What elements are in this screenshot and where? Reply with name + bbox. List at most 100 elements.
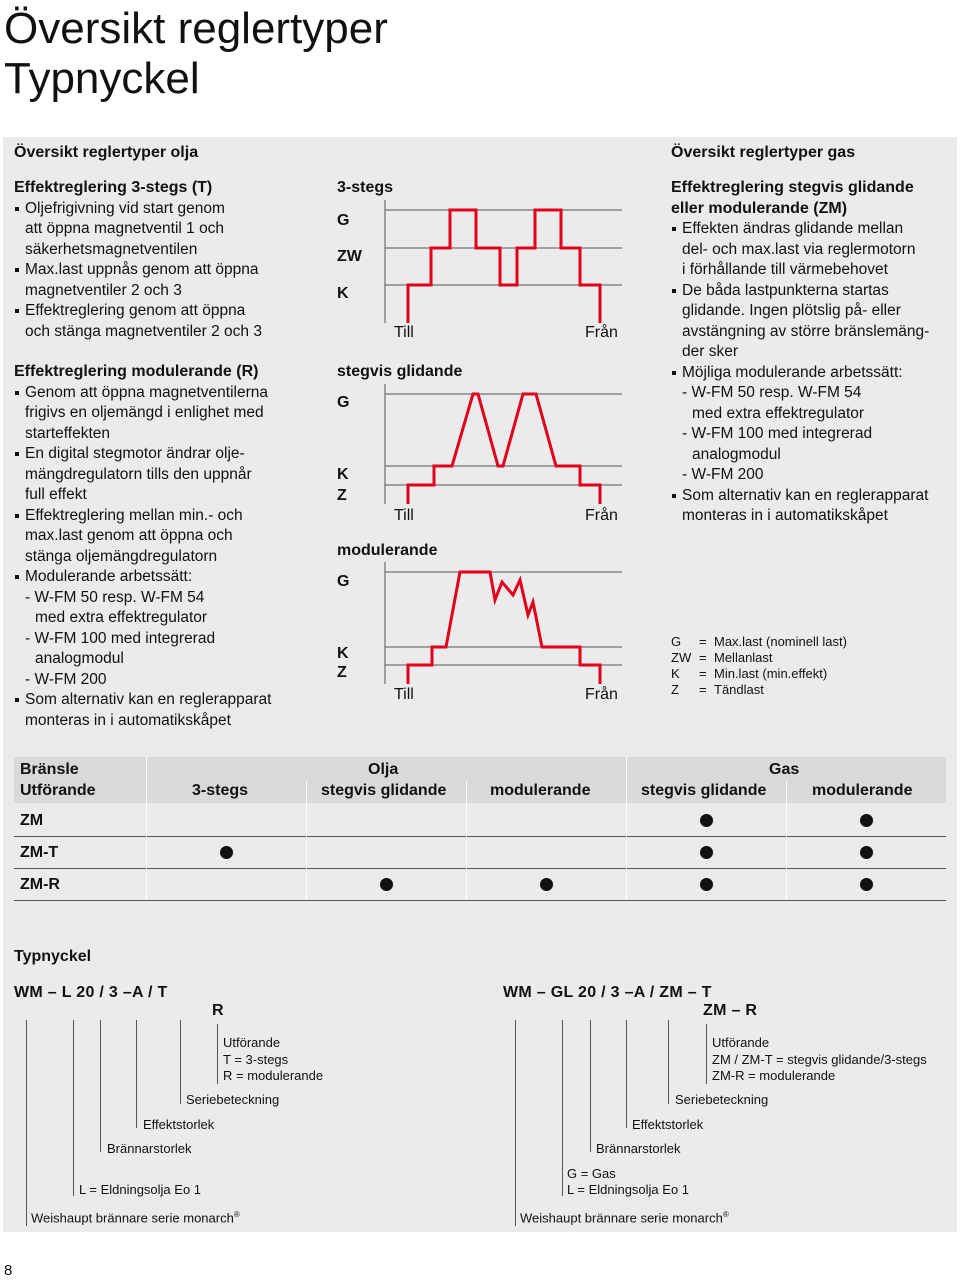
oil-section2-title: Effektreglering modulerande (R) <box>14 363 259 380</box>
gas-list: Effekten ändras glidande mellan del- och … <box>671 219 951 527</box>
legend-value: Mellanlast <box>714 650 773 665</box>
text-line: Modulerande arbetssätt: <box>14 567 324 588</box>
text-line: max.last genom att öppna och <box>25 527 233 544</box>
matrix-row-divider <box>14 900 946 901</box>
text-line: och stänga magnetventiler 2 och 3 <box>25 322 262 340</box>
diagram3-label-g: G <box>337 573 350 590</box>
oil-section2-list: Genom att öppna magnetventilerna frigivs … <box>14 383 324 732</box>
legend-key: K <box>671 666 680 681</box>
text-line: analogmodul <box>35 650 124 667</box>
legend-key: Z <box>671 682 679 697</box>
oil-series-reg: ® <box>233 1210 240 1219</box>
matrix-dot <box>860 878 873 891</box>
oil-text-block: Effektreglering 3-stegs (T) Oljefrigivni… <box>14 178 324 731</box>
text-line: - W-FM 50 resp. W-FM 54 <box>682 384 862 401</box>
utforande-line: R = modulerande <box>223 1068 324 1083</box>
gas-type-code: WM – GL 20 / 3 –A / ZM – T <box>503 984 712 1001</box>
gas-series-text: Weishaupt brännare serie monarch <box>520 1210 723 1226</box>
legend-eq: = <box>699 666 707 681</box>
oil-section1-list: Oljefrigivning vid start genom att öppna … <box>14 199 324 343</box>
matrix-col-divider <box>466 804 467 900</box>
text-line: - W-FM 100 med integrerad <box>25 629 216 647</box>
text-line: En digital stegmotor ändrar olje- <box>14 444 324 465</box>
text-line: säkerhetsmagnetventilen <box>25 240 198 258</box>
diagram3-title: modulerande <box>337 542 438 559</box>
gas-series-reg: ® <box>722 1210 729 1219</box>
matrix-col-4: stegvis glidande <box>641 782 767 799</box>
text-line: - W-FM 200 <box>682 466 764 483</box>
diagram2-label-k: K <box>337 466 349 483</box>
text-line: Oljefrigivning vid start genom <box>14 199 324 220</box>
gas-utforande: Utförande ZM / ZM-T = stegvis glidande/3-… <box>712 1035 927 1085</box>
matrix-col-1: 3-stegs <box>192 782 249 799</box>
diagram2-label-g: G <box>337 394 350 411</box>
text-line: mängdregulatorn tills den uppnår <box>25 465 252 483</box>
text-line: att öppna magnetventil 1 och <box>25 220 225 237</box>
oil-effekt: Effektstorlek <box>143 1117 215 1132</box>
matrix-oil-label: Olja <box>368 761 399 778</box>
diagram2-till: Till <box>394 507 414 524</box>
gas-fuel-1: L = Eldningsolja Eo 1 <box>567 1182 690 1197</box>
page-title: Översikt reglertyper <box>4 4 388 53</box>
matrix-col-divider <box>146 804 147 900</box>
gas-effekt: Effektstorlek <box>632 1117 704 1132</box>
utforande-line: ZM / ZM-T = stegvis glidande/3-stegs <box>712 1051 927 1067</box>
matrix-dot <box>540 878 553 891</box>
text-line: De båda lastpunkterna startas <box>671 281 951 302</box>
text-line: Som alternativ kan en reglerapparat <box>671 486 951 507</box>
oil-series-text: Weishaupt brännare serie monarch <box>31 1210 234 1226</box>
gas-text-block: Effektreglering stegvis glidande eller m… <box>671 178 951 527</box>
diagram2-fran: Från <box>585 507 618 524</box>
page-subtitle: Typnyckel <box>4 54 200 103</box>
diagram2-title: stegvis glidande <box>337 363 463 380</box>
text-line: Effektreglering mellan min.- och <box>14 506 324 527</box>
text-line: stänga oljemängdregulatorn <box>25 547 218 565</box>
matrix-dot <box>700 846 713 859</box>
content-panel <box>3 137 957 1232</box>
text-line: Max.last uppnås genom att öppna <box>14 260 324 281</box>
diagram3-label-z: Z <box>337 664 347 681</box>
matrix-row-label: ZM <box>20 812 44 829</box>
matrix-col-2: stegvis glidande <box>321 782 447 799</box>
oil-section1-title: Effektreglering 3-stegs (T) <box>14 179 213 196</box>
text-line: full effekt <box>25 486 87 503</box>
gas-heading: Översikt reglertyper gas <box>671 144 856 161</box>
diagram1-till: Till <box>394 324 414 341</box>
gas-series: Weishaupt brännare serie monarch® <box>520 1207 729 1226</box>
three-stage-curve <box>406 208 602 323</box>
matrix-col-divider <box>626 804 627 900</box>
matrix-col-divider <box>306 804 307 900</box>
gas-serie: Seriebeteckning <box>675 1092 769 1107</box>
utforande-line: Utförande <box>223 1035 281 1050</box>
text-line: frigivs en oljemängd i enlighet med <box>25 404 264 421</box>
diagram3-fran: Från <box>585 686 618 703</box>
gas-title-line1: Effektreglering stegvis glidande <box>671 179 914 196</box>
gas-fuel-0: G = Gas <box>567 1166 616 1181</box>
diagram1-fran: Från <box>585 324 618 341</box>
oil-serie: Seriebeteckning <box>186 1092 280 1107</box>
text-line: analogmodul <box>692 445 781 463</box>
gas-type-code-r: ZM – R <box>703 1002 758 1019</box>
legend-eq: = <box>699 634 707 649</box>
text-line: - W-FM 50 resp. W-FM 54 <box>25 588 205 606</box>
oil-series: Weishaupt brännare serie monarch® <box>31 1207 240 1226</box>
text-line: starteffekten <box>25 424 111 442</box>
text-line: Som alternativ kan en reglerapparat <box>14 690 324 711</box>
diagram1-title: 3-stegs <box>337 179 394 196</box>
text-line: Möjliga modulerande arbetssätt: <box>671 363 951 384</box>
matrix-header-bg <box>14 757 946 803</box>
matrix-gas-label: Gas <box>769 761 800 778</box>
legend-value: Max.last (nominell last) <box>714 634 847 649</box>
gas-title-line2: eller modulerande (ZM) <box>671 199 848 217</box>
matrix-dot <box>860 814 873 827</box>
oil-type-code-r: R <box>212 1002 224 1019</box>
matrix-dot <box>220 846 233 859</box>
text-line: - W-FM 100 med integrerad <box>682 425 873 442</box>
text-line: avstängning av större bränslemäng- <box>682 322 930 340</box>
matrix-row-divider <box>14 836 946 837</box>
legend-eq: = <box>699 682 707 697</box>
matrix-row-divider <box>14 868 946 869</box>
text-line: der sker <box>682 343 738 360</box>
page-number: 8 <box>4 1262 13 1279</box>
legend-eq: = <box>699 650 707 665</box>
